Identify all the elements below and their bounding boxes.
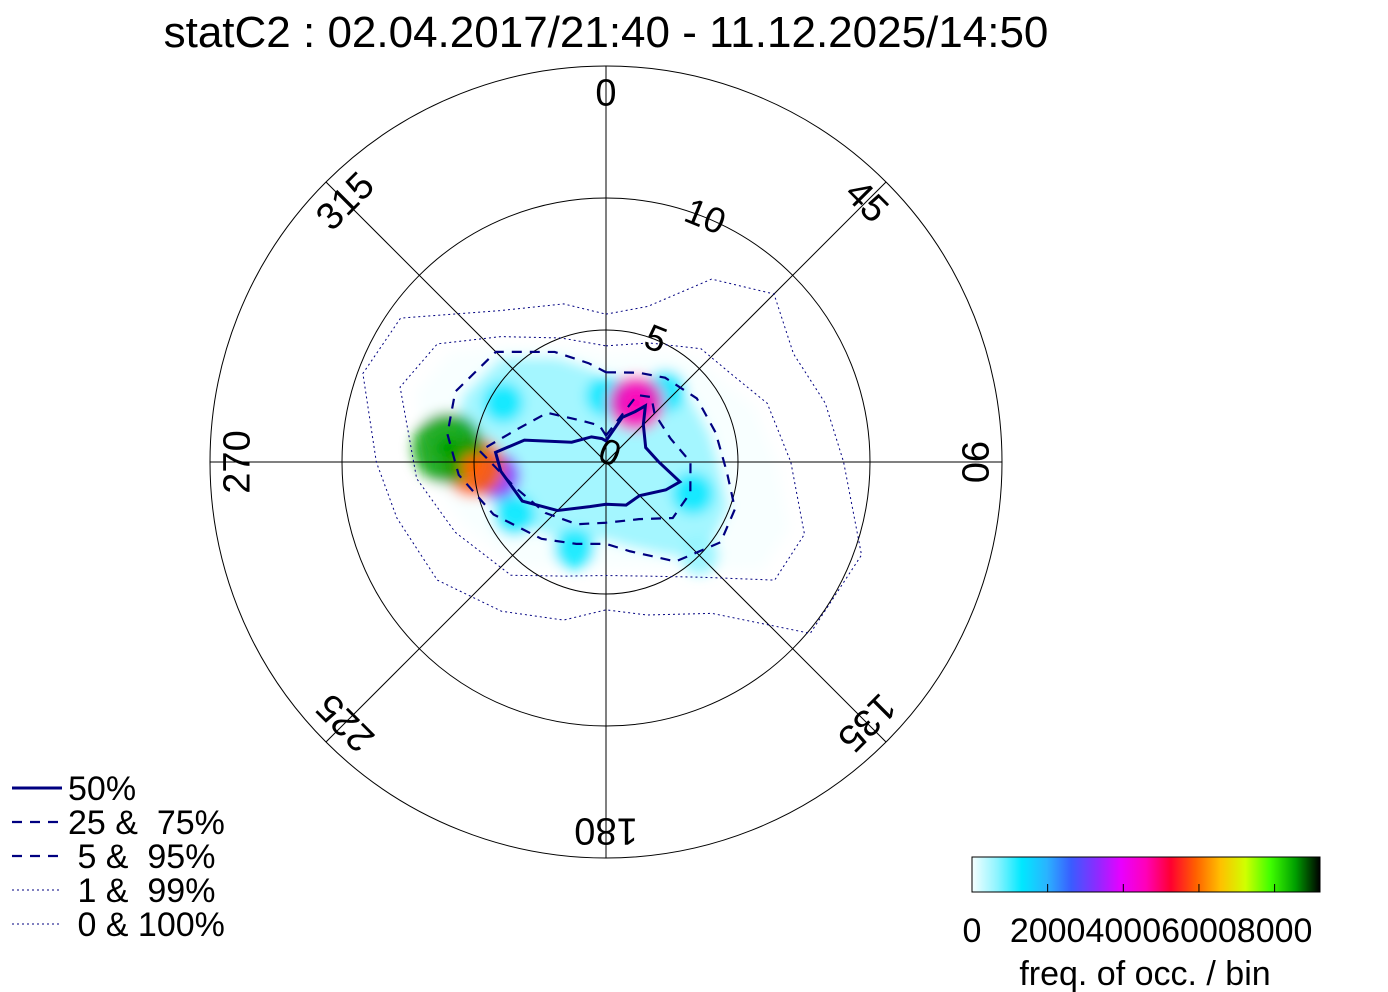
legend-label-1: 25 & 75% <box>68 804 225 842</box>
legend: 50%25 & 75% 5 & 95% 1 & 99% 0 & 100% <box>12 770 225 944</box>
heat-cell-1 <box>482 382 524 423</box>
contour-2 <box>446 350 737 563</box>
colorbar-gradient <box>971 856 1321 893</box>
cb-ticklabel-4000: 4000 <box>1085 912 1161 950</box>
contour-3 <box>399 336 805 581</box>
angle-tick-270: 270 <box>217 430 259 493</box>
contour-0 <box>493 403 683 513</box>
contour-layer <box>362 278 863 634</box>
heat-peak-10 <box>436 436 461 461</box>
chart-title: statC2 : 02.04.2017/21:40 - 11.12.2025/1… <box>164 8 1049 57</box>
radial-tick-5: 5 <box>639 316 673 362</box>
legend-label-0: 50% <box>68 770 136 808</box>
cb-ticklabel-0: 0 <box>963 912 982 950</box>
colorbar-label: freq. of occ. / bin <box>1019 955 1270 992</box>
legend-label-3: 1 & 99% <box>68 872 215 910</box>
legend-label-4: 0 & 100% <box>68 906 225 944</box>
heat-cell-6 <box>493 493 536 536</box>
colorbar: 0 2000 4000 6000 8000 freq. of occ. / bin <box>963 856 1321 992</box>
cb-ticklabel-6000: 6000 <box>1161 912 1237 950</box>
radial-tick-10: 10 <box>679 189 731 242</box>
cb-ticklabel-2000: 2000 <box>1010 912 1086 950</box>
angle-tick-90: 90 <box>953 441 995 483</box>
angle-tick-0: 0 <box>595 73 616 115</box>
heat-cell-3 <box>553 528 595 570</box>
polar-grid <box>209 65 1003 859</box>
angle-tick-180: 180 <box>574 809 637 851</box>
contour-1 <box>477 393 692 526</box>
colorbar-ticks: 0 2000 4000 6000 8000 <box>963 884 1313 950</box>
spoke-135 <box>325 181 887 743</box>
legend-label-2: 5 & 95% <box>68 838 215 876</box>
cb-ticklabel-8000: 8000 <box>1237 912 1313 950</box>
